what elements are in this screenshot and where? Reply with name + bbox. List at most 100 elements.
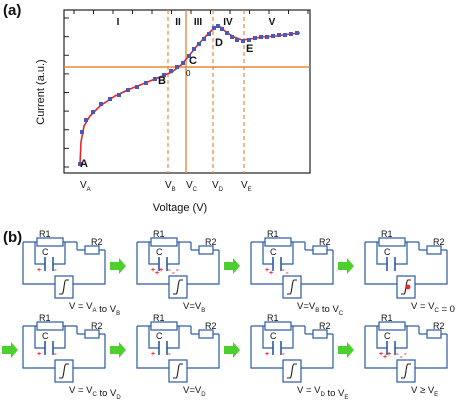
circuit-3: R1 R2 C + - + - (250, 229, 334, 299)
caption-3: V=VB to VC (297, 301, 344, 317)
wire (262, 326, 273, 349)
circuit-4: R1 R2 C (364, 229, 448, 299)
wire (364, 326, 397, 369)
wire (34, 242, 45, 265)
circuit-7: R1 R2 C + - (250, 313, 334, 383)
r1-label: R1 (39, 313, 51, 323)
transition-arrow (338, 342, 354, 358)
r2-resistor (312, 329, 328, 339)
charge-plus: + (265, 267, 269, 274)
switch-curve (287, 279, 297, 295)
charge-plus: + (151, 351, 155, 358)
point-label-B: B (158, 75, 166, 87)
charge-plus: + (155, 270, 159, 277)
r1-resistor (378, 321, 406, 331)
r1-resistor (150, 321, 178, 331)
data-marker (283, 33, 287, 37)
wire (136, 242, 169, 285)
operating-point (405, 284, 411, 290)
data-marker (259, 35, 263, 39)
wire (395, 242, 408, 265)
data-marker (197, 42, 201, 46)
data-marker (212, 26, 216, 30)
charge-plus: + (387, 351, 391, 358)
r2-resistor (198, 329, 214, 339)
r1-resistor (36, 321, 64, 331)
caption-1: V = VA to VB (69, 301, 120, 317)
data-marker (220, 27, 224, 31)
x-axis-title: Voltage (V) (153, 202, 207, 214)
wire (53, 242, 66, 265)
wire (395, 326, 408, 349)
region-label-IV: IV (223, 17, 233, 28)
transition-arrow (110, 342, 126, 358)
charge-minus: - (282, 265, 285, 274)
capacitor-label: C (156, 247, 163, 257)
switch-curve (59, 363, 69, 379)
data-marker (117, 93, 121, 97)
caption-5: V = VC to VD (69, 385, 121, 401)
charge-minus: - (54, 265, 57, 274)
panel-a-label: (a) (3, 2, 22, 19)
x-tick-label-B: VB (165, 180, 176, 193)
transition-arrow (110, 258, 126, 274)
data-marker (241, 39, 245, 43)
circuit-5: R1 R2 C + - (22, 313, 106, 383)
x-tick-label-E: VE (241, 180, 252, 193)
data-marker (80, 130, 84, 134)
charge-plus: + (269, 270, 273, 277)
capacitor-label: C (384, 331, 391, 341)
panel-b-label: (b) (3, 229, 23, 246)
charge-plus: + (265, 351, 269, 358)
data-marker (108, 97, 112, 101)
switch-curve (173, 279, 183, 295)
iv-curve (79, 23, 301, 165)
caption-2: V=VB (183, 301, 205, 314)
charge-minus: - (400, 352, 403, 361)
r2-resistor (84, 245, 100, 255)
charge-minus: - (286, 268, 289, 277)
caption-6: V=VD (183, 385, 206, 398)
data-marker (265, 35, 269, 39)
charge-minus: - (168, 349, 171, 358)
wire (262, 242, 273, 265)
r2-label: R2 (91, 321, 103, 331)
data-marker (187, 54, 191, 58)
data-marker (135, 85, 139, 89)
r1-resistor (264, 321, 292, 331)
transition-arrow (338, 258, 354, 274)
data-marker (225, 31, 229, 35)
charge-plus: + (159, 267, 163, 274)
r1-label: R1 (153, 313, 165, 323)
caption-7: V = VD to VE (297, 385, 348, 401)
switch-curve (287, 363, 297, 379)
r1-label: R1 (39, 229, 51, 239)
region-label-III: III (194, 17, 203, 28)
wire (301, 334, 334, 369)
charge-minus: - (396, 349, 399, 358)
wire (34, 326, 45, 349)
r2-label: R2 (205, 237, 217, 247)
wire (148, 242, 159, 265)
charge-plus: + (37, 267, 41, 274)
data-marker (84, 118, 88, 122)
wire (250, 326, 283, 369)
charge-plus: + (383, 354, 387, 361)
wire (167, 242, 180, 265)
plot-frame (63, 9, 311, 174)
r1-label: R1 (153, 229, 165, 239)
x-tick-label-A: VA (80, 180, 91, 193)
data-marker (192, 47, 196, 51)
r2-label: R2 (319, 321, 331, 331)
wire (376, 242, 387, 265)
switch-curve (173, 363, 183, 379)
wire (53, 326, 66, 349)
charge-plus: + (151, 267, 155, 274)
data-marker (207, 32, 211, 36)
r2-label: R2 (319, 237, 331, 247)
wire (136, 326, 169, 369)
wire (73, 334, 106, 369)
wire (376, 326, 387, 349)
r1-resistor (36, 237, 64, 247)
